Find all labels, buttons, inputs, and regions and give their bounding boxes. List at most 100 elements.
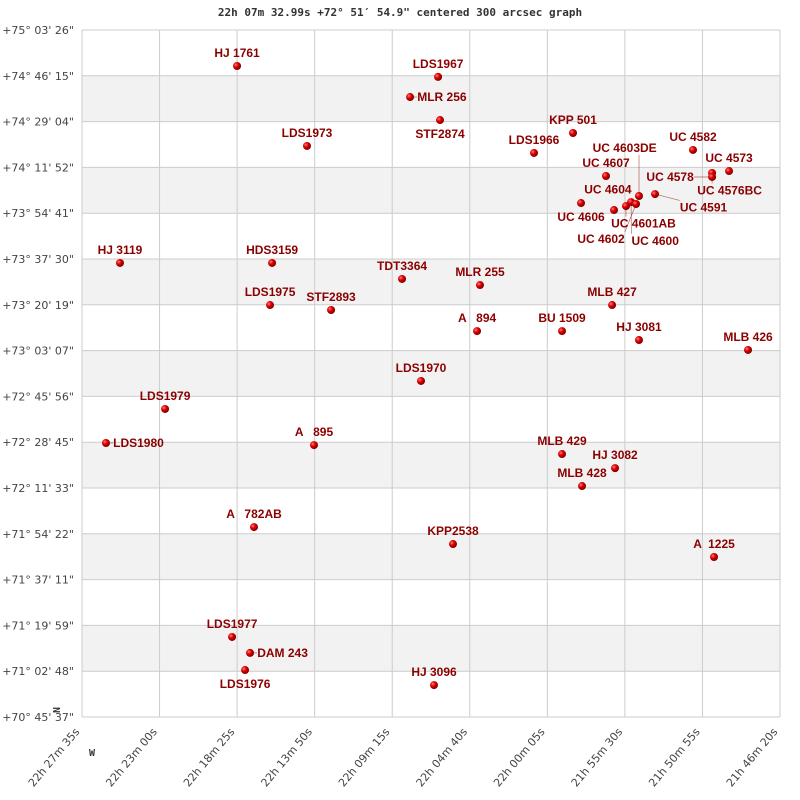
star-label: LDS1966 <box>509 133 560 147</box>
grid-band <box>82 259 780 305</box>
star-point <box>651 190 660 199</box>
x-tick-label: 22h 09m 15s <box>336 725 393 789</box>
grid-band <box>82 350 780 397</box>
star-point <box>246 648 255 657</box>
star-point <box>449 540 458 549</box>
star-point <box>303 141 312 150</box>
y-tick-label: +73° 54' 41" <box>2 207 74 220</box>
star-point <box>577 199 586 208</box>
star-point <box>558 327 567 336</box>
star-label: BU 1509 <box>538 311 586 325</box>
star-label: STF2893 <box>306 290 356 304</box>
star-point <box>101 439 110 448</box>
star-point <box>434 72 443 81</box>
x-tick-label: 21h 46m 20s <box>724 725 781 789</box>
star-point <box>233 62 242 71</box>
star-point <box>744 345 753 354</box>
star-label: MLR 256 <box>417 90 467 104</box>
star-label: LDS1973 <box>282 126 333 140</box>
y-tick-label: +71° 19' 59" <box>2 619 74 632</box>
star-point <box>310 441 319 450</box>
star-label: LDS1979 <box>140 389 191 403</box>
star-label: UC 4601AB <box>611 217 676 231</box>
star-label: KPP2538 <box>427 524 479 538</box>
y-tick-label: +73° 37' 30" <box>2 253 74 266</box>
y-tick-label: +71° 37' 11" <box>2 574 74 587</box>
star-point <box>710 553 719 562</box>
star-point <box>327 305 336 314</box>
star-label: UC 4606 <box>557 210 605 224</box>
star-label: MLB 429 <box>537 434 587 448</box>
star-label: HJ 3082 <box>592 448 638 462</box>
star-label: LDS1975 <box>245 285 296 299</box>
y-tick-label: +74° 29' 04" <box>2 116 74 129</box>
star-point <box>608 301 617 310</box>
star-label: LDS1967 <box>413 57 464 71</box>
star-point <box>632 199 641 208</box>
star-point <box>417 376 426 385</box>
star-point <box>611 464 620 473</box>
y-tick-label: +73° 03' 07" <box>2 345 74 358</box>
star-label: LDS1977 <box>207 617 258 631</box>
star-label: LDS1970 <box>396 361 447 375</box>
star-label: A 894 <box>458 311 497 325</box>
star-point <box>708 172 717 181</box>
star-label: LDS1980 <box>113 436 164 450</box>
star-label: DAM 243 <box>257 646 308 660</box>
star-label: MLB 428 <box>557 466 607 480</box>
star-point <box>569 128 578 137</box>
star-point <box>161 404 170 413</box>
star-label: MLB 426 <box>723 330 773 344</box>
x-tick-label: 22h 18m 25s <box>181 725 238 789</box>
star-point <box>430 681 439 690</box>
y-tick-label: +74° 11' 52" <box>2 161 74 174</box>
x-tick-label: 22h 04m 40s <box>414 725 471 789</box>
star-point <box>634 336 643 345</box>
label-leader-line <box>624 203 637 233</box>
x-tick-label: 21h 50m 55s <box>646 725 703 789</box>
star-label: A 1225 <box>693 537 735 551</box>
star-label: HJ 3096 <box>411 665 457 679</box>
star-label: UC 4576BC <box>697 183 762 197</box>
star-point <box>241 666 250 675</box>
x-tick-label: 22h 23m 00s <box>103 725 160 789</box>
star-point <box>250 523 259 532</box>
star-point <box>610 206 619 215</box>
y-tick-label: +70° 45' 37" <box>2 711 74 724</box>
star-label: A 895 <box>295 425 334 439</box>
star-point <box>725 167 734 176</box>
x-tick-label: 22h 27m 35s <box>26 725 83 789</box>
x-tick-label: 22h 00m 05s <box>491 725 548 789</box>
grid-band <box>82 625 780 672</box>
y-tick-label: +71° 02' 48" <box>2 665 74 678</box>
grid-band <box>82 167 780 214</box>
star-point <box>558 450 567 459</box>
x-tick-label: 22h 13m 50s <box>258 725 315 789</box>
star-label: MLR 255 <box>455 265 505 279</box>
star-label: HJ 3119 <box>98 243 143 257</box>
star-label: LDS1976 <box>220 677 271 691</box>
star-point <box>634 191 643 200</box>
star-label: TDT3364 <box>377 259 427 273</box>
star-point <box>268 258 277 267</box>
grid-band <box>82 533 780 580</box>
star-label: A 782AB <box>226 507 282 521</box>
star-label: UC 4604 <box>584 182 632 196</box>
y-tick-label: +72° 11' 33" <box>2 482 74 495</box>
y-tick-label: +72° 28' 45" <box>2 436 74 449</box>
label-leader-line <box>654 193 680 201</box>
star-label: KPP 501 <box>549 113 597 127</box>
y-tick-label: +73° 20' 19" <box>2 299 74 312</box>
star-label: UC 4600 <box>632 234 680 248</box>
chart-title: 22h 07m 32.99s +72° 51′ 54.9" centered 3… <box>217 6 583 19</box>
star-label: UC 4602 <box>577 232 625 246</box>
star-point <box>398 274 407 283</box>
star-point <box>602 172 611 181</box>
star-label: UC 4591 <box>680 200 728 214</box>
star-label: MLB 427 <box>587 285 637 299</box>
star-point <box>578 482 587 491</box>
star-label: UC 4607 <box>582 156 630 170</box>
grid-band <box>82 75 780 122</box>
star-point <box>436 116 445 125</box>
